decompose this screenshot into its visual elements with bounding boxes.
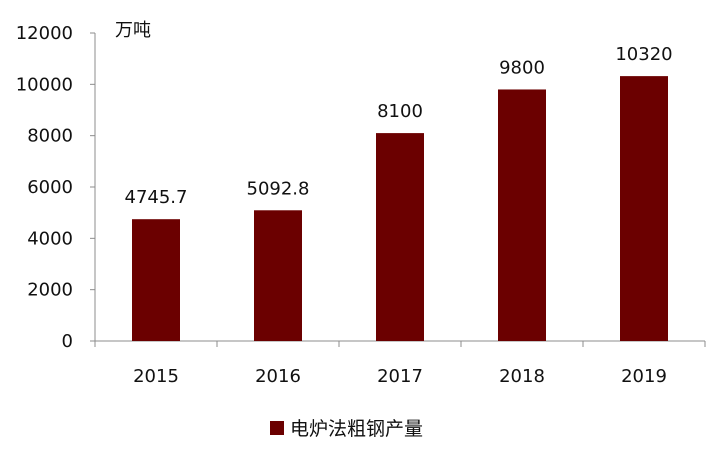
bar xyxy=(376,133,424,341)
x-tick-label: 2019 xyxy=(621,366,667,387)
data-label: 9800 xyxy=(499,57,545,78)
y-tick-label: 4000 xyxy=(27,228,73,249)
data-label: 10320 xyxy=(615,44,672,65)
bars xyxy=(132,76,668,342)
y-axis: 0 2000 4000 6000 8000 10000 12000 xyxy=(16,23,96,352)
x-axis: 2015 2016 2017 2018 2019 xyxy=(94,340,706,387)
x-tick-label: 2016 xyxy=(255,366,301,387)
bar xyxy=(498,89,546,341)
data-label: 8100 xyxy=(377,101,423,122)
data-labels: 4745.7 5092.8 8100 9800 10320 xyxy=(125,44,673,208)
legend: 电炉法粗钢产量 xyxy=(270,414,423,441)
y-tick-label: 10000 xyxy=(16,74,73,95)
x-tick-label: 2015 xyxy=(133,366,179,387)
y-unit-label: 万吨 xyxy=(115,20,151,41)
data-label: 5092.8 xyxy=(247,178,310,199)
x-tick-label: 2018 xyxy=(499,366,545,387)
y-tick-label: 0 xyxy=(62,331,73,352)
y-tick-label: 2000 xyxy=(27,280,73,301)
bar xyxy=(620,76,668,342)
y-tick-label: 12000 xyxy=(16,23,73,44)
legend-swatch xyxy=(270,420,284,435)
bar xyxy=(132,219,180,341)
y-tick-label: 6000 xyxy=(27,177,73,198)
data-label: 4745.7 xyxy=(125,187,188,208)
legend-label: 电炉法粗钢产量 xyxy=(290,418,424,440)
bar xyxy=(254,210,302,341)
x-tick-label: 2017 xyxy=(377,366,423,387)
y-tick-label: 8000 xyxy=(27,126,73,147)
